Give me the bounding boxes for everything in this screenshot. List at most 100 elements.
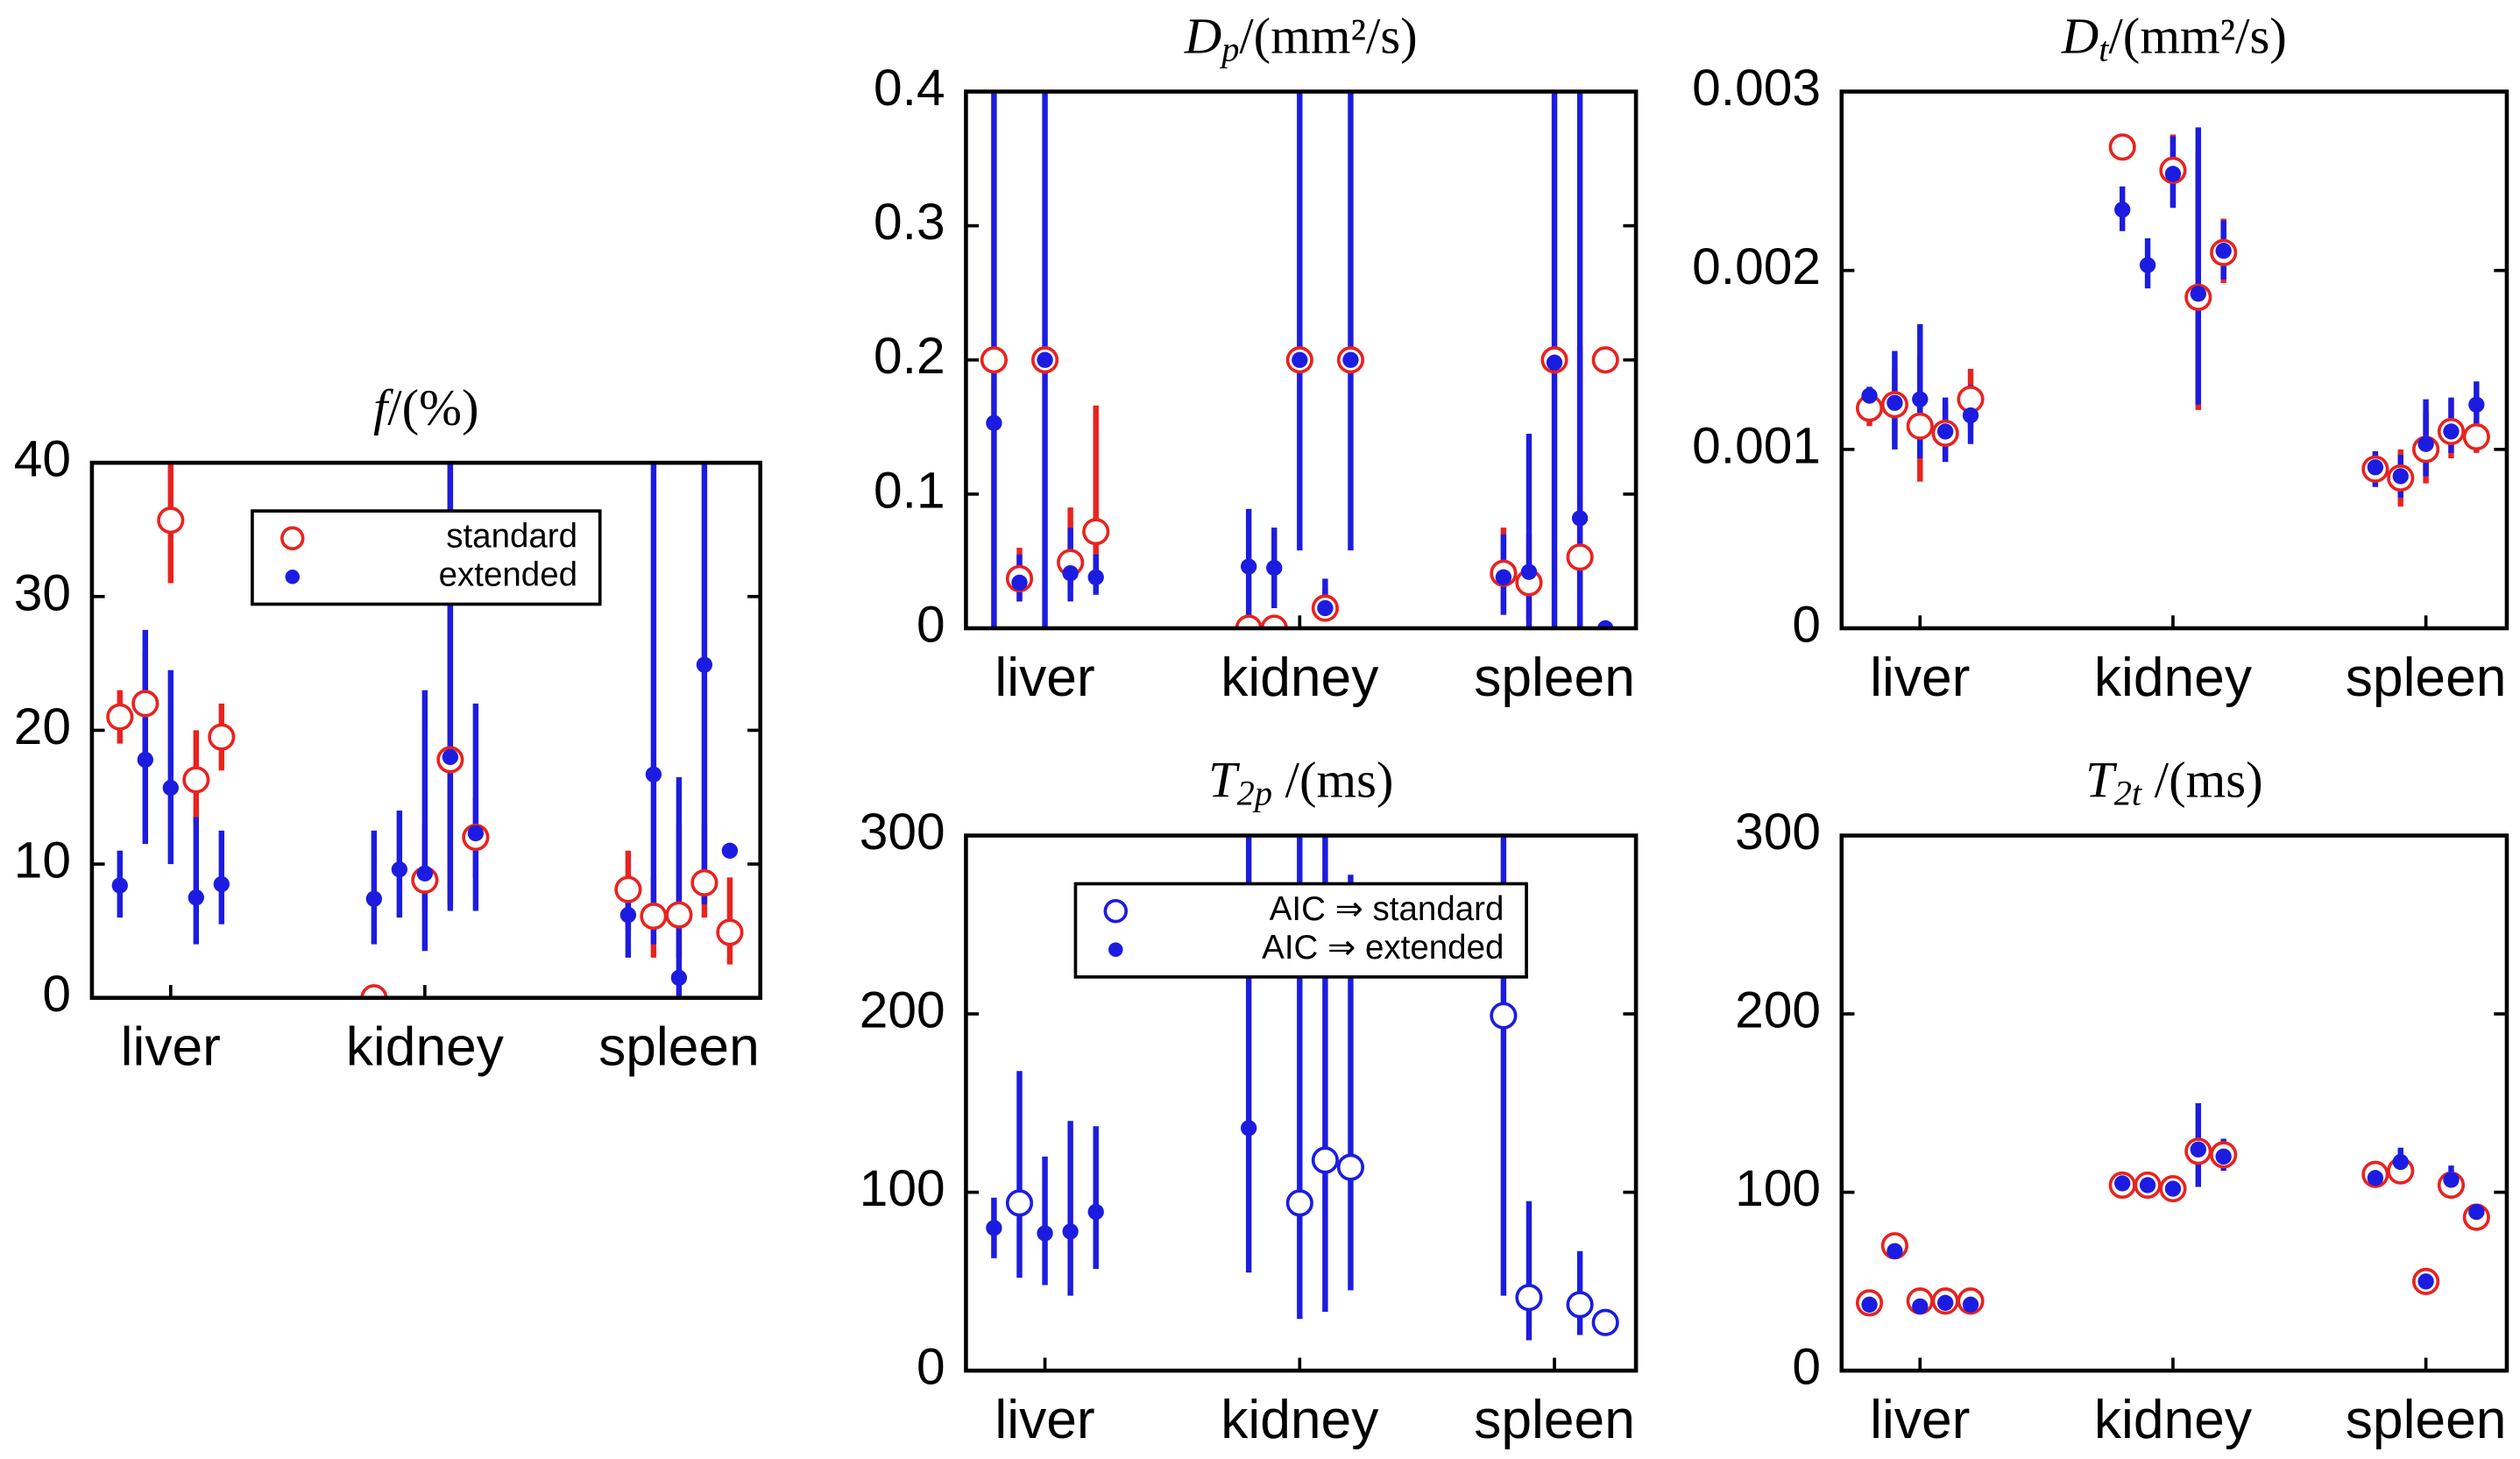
- y-tick-label: 0.1: [874, 462, 945, 519]
- x-tick-label: liver: [995, 648, 1094, 708]
- marker: [1571, 510, 1589, 527]
- marker: [2164, 1180, 2182, 1197]
- legend-marker: [285, 570, 301, 584]
- marker: [2367, 459, 2384, 476]
- x-tick-label: liver: [121, 1017, 221, 1078]
- y-tick-label: 40: [14, 431, 71, 488]
- marker: [1005, 1189, 1034, 1217]
- x-tick-label: liver: [1870, 648, 1970, 708]
- y-tick-label: 300: [1735, 804, 1821, 861]
- panel: f/(%) 0 10 20 30 40 liver kidney spleen standarde…: [14, 379, 763, 1078]
- marker: [1266, 559, 1283, 577]
- marker: [213, 875, 230, 893]
- x-tick-label: spleen: [1474, 1390, 1635, 1450]
- marker: [1912, 391, 1929, 407]
- marker: [1240, 558, 1257, 575]
- panel: Dp/(mm²/s) 0 0.1 0.2 0.3 0.4 liver kidney spleen: [874, 8, 1639, 708]
- marker: [467, 825, 485, 842]
- legend-marker: [1103, 898, 1129, 924]
- y-tick-label: 0.001: [1692, 417, 1821, 474]
- title-symbol: T: [2085, 752, 2118, 809]
- marker: [1861, 387, 1878, 404]
- panel-title: Dp/(mm²/s): [1184, 8, 1418, 69]
- marker: [157, 506, 185, 535]
- y-tick-label: 0: [42, 966, 71, 1023]
- marker: [2443, 423, 2460, 440]
- marker: [1285, 1189, 1313, 1217]
- marker: [1906, 412, 1934, 440]
- marker: [1082, 518, 1110, 546]
- marker: [1520, 563, 1538, 580]
- marker: [1886, 1243, 1903, 1259]
- marker: [1962, 407, 1979, 424]
- x-tick-label: kidney: [346, 1017, 505, 1078]
- marker: [1062, 565, 1079, 582]
- marker: [1011, 574, 1028, 591]
- y-tick-label: 0.002: [1692, 238, 1821, 295]
- marker: [986, 1220, 1002, 1236]
- marker: [1861, 1296, 1878, 1314]
- title-unit: /(ms): [2141, 752, 2262, 809]
- marker: [188, 889, 204, 906]
- marker: [665, 901, 693, 929]
- y-tick-label: 200: [860, 982, 945, 1039]
- title-unit: /(mm²/s): [2109, 8, 2287, 65]
- marker: [416, 865, 434, 882]
- plot-frame: [1839, 89, 2509, 631]
- x-tick-label: kidney: [2094, 648, 2253, 708]
- marker: [1566, 1291, 1594, 1319]
- marker: [614, 875, 642, 903]
- marker: [1591, 1308, 1619, 1336]
- marker: [137, 751, 153, 768]
- y-tick-label: 100: [860, 1160, 945, 1217]
- marker: [2114, 1175, 2131, 1192]
- plot-frame: [964, 833, 1639, 1373]
- marker: [1037, 1225, 1053, 1242]
- y-tick-label: 0: [917, 1339, 945, 1396]
- x-tick-label: kidney: [1221, 648, 1379, 708]
- marker: [716, 918, 744, 946]
- marker: [619, 906, 637, 924]
- marker: [131, 690, 159, 718]
- title-subscript: t: [2099, 30, 2110, 69]
- marker: [2417, 1273, 2434, 1290]
- marker: [1260, 614, 1288, 628]
- legend-box: [251, 509, 602, 606]
- marker: [1336, 1153, 1365, 1181]
- x-tick-label: spleen: [2346, 648, 2507, 708]
- marker: [208, 723, 236, 751]
- marker: [1962, 1296, 1979, 1314]
- marker: [162, 779, 179, 797]
- marker: [645, 766, 662, 783]
- panel-title: Dt/(mm²/s): [2061, 8, 2287, 69]
- y-tick-label: 30: [14, 564, 71, 621]
- marker: [111, 877, 128, 894]
- marker: [1495, 569, 1512, 585]
- panel-title: f/(%): [373, 379, 479, 436]
- marker: [2108, 133, 2136, 161]
- marker: [690, 868, 718, 897]
- marker: [2139, 257, 2156, 273]
- marker: [1546, 354, 1563, 371]
- marker: [2417, 436, 2434, 452]
- marker: [2443, 1172, 2460, 1188]
- y-tick-label: 0: [1792, 1339, 1821, 1396]
- marker: [721, 842, 739, 859]
- marker: [442, 748, 459, 766]
- marker: [2139, 1177, 2156, 1193]
- y-tick-label: 10: [14, 832, 71, 889]
- plot-area: [1855, 127, 2490, 507]
- marker: [1311, 1146, 1339, 1174]
- marker: [2367, 1170, 2384, 1186]
- marker: [2114, 202, 2131, 218]
- marker: [2215, 1148, 2232, 1165]
- y-tick-label: 0.003: [1692, 60, 1821, 117]
- x-tick-label: spleen: [598, 1017, 760, 1078]
- marker: [1342, 351, 1359, 368]
- marker: [2462, 422, 2490, 451]
- panel-title: T2t /(ms): [2085, 752, 2262, 813]
- legend-marker: [1108, 942, 1123, 957]
